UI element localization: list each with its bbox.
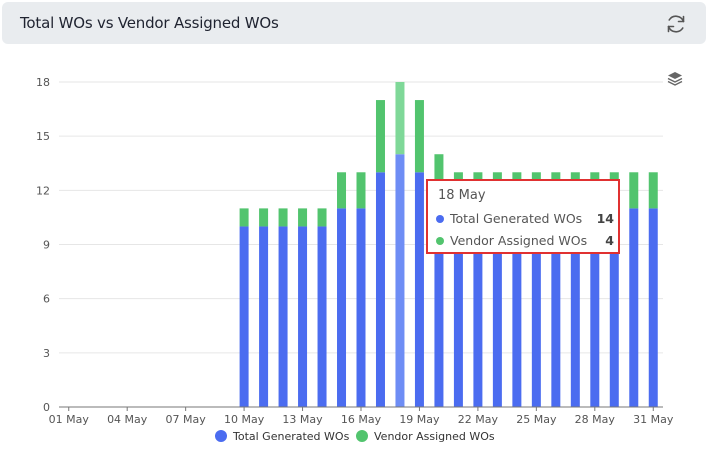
x-axis: 01 May 04 May 07 May 10 May 13 May 16 May 19 M…: [49, 406, 674, 426]
bar-total-12-May: [278, 226, 288, 407]
bar-vendor-12-May: [278, 208, 288, 227]
bar-total-20-May: [434, 190, 444, 407]
y-axis-ticks: 0 3 6 9 12 15 18: [36, 76, 50, 414]
y-tick-label: 9: [43, 239, 50, 252]
bar-total-13-May: [298, 226, 308, 407]
bar-total-16-May: [356, 208, 366, 407]
tooltip-row-total: Total Generated WOs 14: [436, 211, 614, 227]
refresh-icon[interactable]: [664, 12, 688, 36]
legend-label: Vendor Assigned WOs: [374, 430, 495, 443]
y-tick-label: 0: [43, 401, 50, 414]
bar-total-11-May: [259, 226, 269, 407]
bar-total-21-May: [453, 208, 463, 407]
bar-vendor-19-May: [414, 100, 424, 173]
y-tick-label: 15: [36, 130, 50, 143]
y-tick-label: 18: [36, 76, 50, 89]
layers-icon[interactable]: [666, 71, 684, 87]
tooltip-value: 14: [596, 211, 614, 226]
bar-total-30-May: [629, 208, 639, 407]
x-tick-label: 16 May: [341, 413, 382, 426]
x-tick-label: 31 May: [633, 413, 674, 426]
y-tick-label: 3: [43, 347, 50, 360]
x-tick-label: 25 May: [516, 413, 557, 426]
tooltip-row-vendor: Vendor Assigned WOs 4: [436, 233, 614, 249]
bar-vendor-20-May: [434, 154, 444, 191]
vendor-dot: [436, 236, 444, 245]
y-tick-label: 12: [36, 184, 50, 197]
bar-vendor-18-May: [395, 82, 405, 155]
bar-total-15-May: [337, 208, 347, 407]
x-tick-label: 28 May: [575, 413, 616, 426]
bar-vendor-17-May: [375, 100, 385, 173]
legend-item-vendor[interactable]: Vendor Assigned WOs: [356, 430, 495, 444]
chart-title: Total WOs vs Vendor Assigned WOs: [20, 14, 279, 32]
x-tick-label: 10 May: [224, 413, 265, 426]
x-tick-label: 19 May: [399, 413, 440, 426]
x-tick-label: 01 May: [49, 413, 90, 426]
legend-item-total[interactable]: Total Generated WOs: [215, 430, 349, 444]
bar-total-24-May: [512, 208, 522, 407]
bar-total-18-May: [395, 154, 405, 407]
bar-total-31-May: [648, 208, 658, 407]
bar-vendor-14-May: [317, 208, 327, 227]
tooltip-label: Total Generated WOs: [450, 211, 583, 226]
total-dot: [436, 214, 444, 223]
bar-total-23-May: [492, 208, 502, 407]
bar-vendor-10-May: [239, 208, 249, 227]
tooltip-label: Vendor Assigned WOs: [450, 233, 588, 248]
chart-header: Total WOs vs Vendor Assigned WOs: [2, 2, 706, 44]
bar-vendor-13-May: [298, 208, 308, 227]
legend-label: Total Generated WOs: [233, 430, 350, 443]
x-tick-label: 04 May: [107, 413, 148, 426]
bar-total-19-May: [414, 172, 424, 407]
y-tick-label: 6: [43, 293, 50, 306]
x-tick-label: 13 May: [282, 413, 323, 426]
bar-vendor-11-May: [259, 208, 269, 227]
bar-total-17-May: [375, 172, 385, 407]
legend-dot-vendor: [356, 430, 368, 442]
bar-total-22-May: [473, 208, 483, 407]
bar-vendor-30-May: [629, 172, 639, 209]
tooltip-value: 4: [605, 233, 614, 248]
bar-total-26-May: [551, 208, 561, 407]
tooltip-title: 18 May: [438, 188, 486, 203]
bar-total-29-May: [609, 208, 619, 407]
bar-vendor-15-May: [337, 172, 347, 209]
bar-total-25-May: [531, 208, 541, 407]
bar-vendor-31-May: [648, 172, 658, 209]
x-tick-label: 07 May: [166, 413, 207, 426]
legend-dot-total: [215, 430, 227, 442]
bar-total-28-May: [590, 208, 600, 407]
bar-total-14-May: [317, 226, 327, 407]
bar-total-27-May: [570, 208, 580, 407]
bar-vendor-16-May: [356, 172, 366, 209]
tooltip: 18 May Total Generated WOs 14 Vendor Ass…: [426, 179, 620, 254]
x-tick-label: 22 May: [458, 413, 499, 426]
bar-total-10-May: [239, 226, 249, 407]
